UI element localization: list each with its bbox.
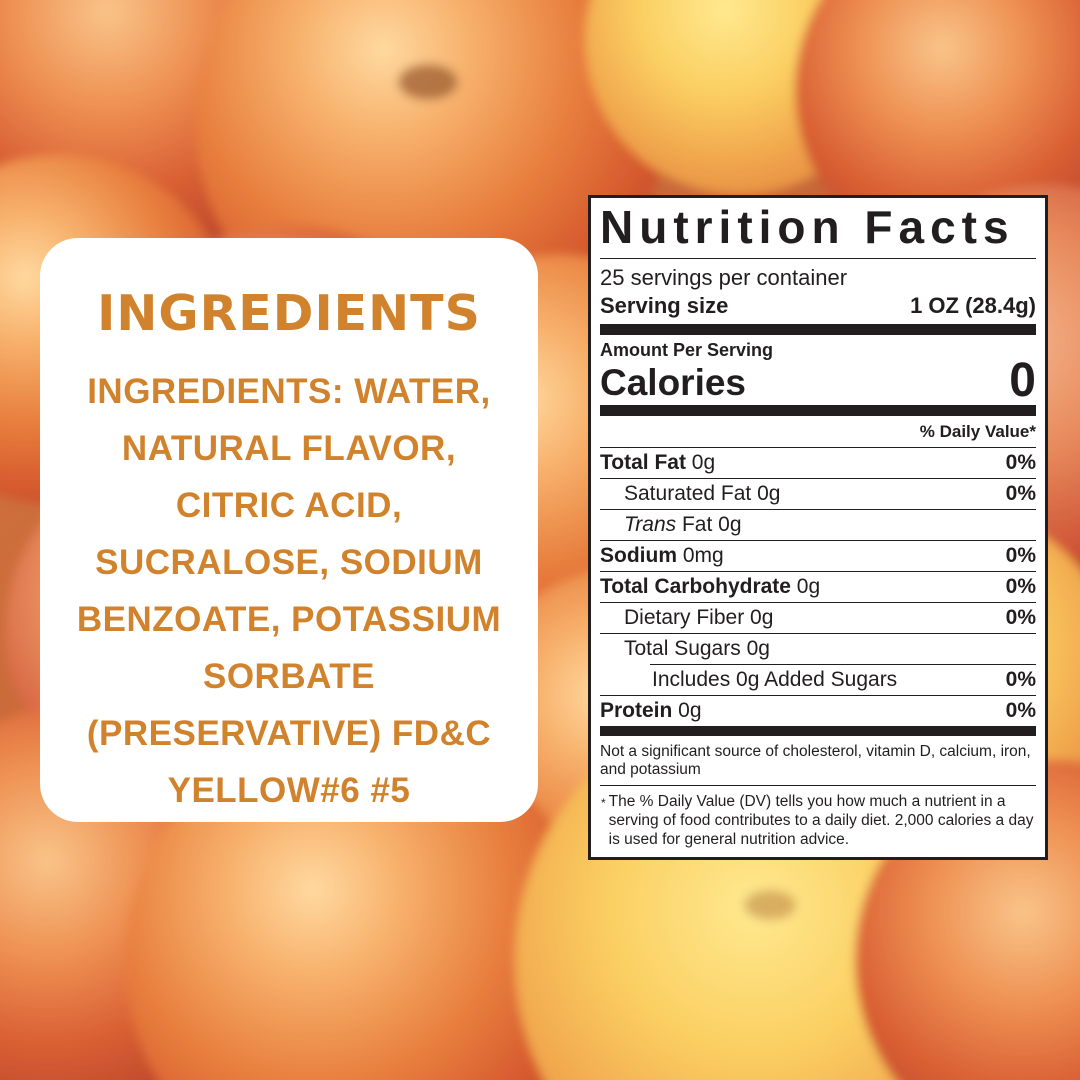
thin-divider — [600, 785, 1036, 787]
nutrition-rows: Total Fat 0g 0% Saturated Fat 0g 0% Trans Fa… — [600, 448, 1036, 726]
row-separator — [600, 633, 1036, 635]
ingredients-line: INGREDIENTS: WATER, — [87, 371, 491, 411]
nutrition-row-total-carbohydrate: Total Carbohydrate 0g 0% — [600, 575, 1036, 599]
ingredients-body: INGREDIENTS: WATER, NATURAL FLAVOR, CITRIC… — [56, 363, 522, 819]
row-separator — [650, 664, 1036, 666]
amount-per-serving-label: Amount Per Serving — [600, 339, 774, 360]
nutrition-row-protein: Protein 0g 0% — [600, 699, 1036, 723]
servings-per-container: 25 servings per container — [600, 264, 848, 290]
row-separator — [600, 478, 1036, 480]
daily-value-footnote: * The % Daily Value (DV) tells you how m… — [600, 786, 1036, 849]
nutrition-row-trans: Trans Fat 0g — [624, 513, 742, 537]
nutrition-facts-label: Nutrition Facts 25 servings per containe… — [588, 195, 1048, 860]
asterisk-marker: * — [601, 796, 606, 811]
row-separator — [600, 571, 1036, 573]
ingredients-line: YELLOW#6 #5 — [167, 770, 411, 810]
nutrition-row-saturated-fat: Saturated Fat 0g 0% — [624, 482, 1036, 506]
thick-divider — [600, 405, 1036, 417]
daily-value-footnote-text: The % Daily Value (DV) tells you how muc… — [608, 793, 1034, 849]
ingredients-card: INGREDIENTS INGREDIENTS: WATER, NATURAL F… — [40, 238, 538, 822]
ingredients-title: INGREDIENTS — [97, 285, 481, 342]
calories-row: Calories 0 — [600, 353, 1036, 407]
nutrition-row-total-fat: Total Fat 0g 0% — [600, 451, 1036, 475]
nutrition-row-sodium: Sodium 0mg 0% — [600, 544, 1036, 568]
ingredients-line: NATURAL FLAVOR, — [121, 428, 457, 468]
thick-divider — [600, 323, 1036, 335]
daily-value-header: % Daily Value* — [600, 416, 1036, 449]
nutrition-row-total-sugars: Total Sugars 0g — [624, 637, 770, 661]
nutrition-row-includes-0g-added-sugars: Includes 0g Added Sugars 0% — [652, 668, 1036, 692]
serving-size-value: 1 OZ (28.4g) — [910, 292, 1036, 318]
calories-value: 0 — [1009, 353, 1036, 407]
ingredients-line: (PRESERVATIVE) FD&C — [86, 713, 492, 753]
ingredients-line: CITRIC ACID, — [175, 485, 403, 525]
ingredients-line: SUCRALOSE, SODIUM — [95, 542, 483, 582]
calories-label: Calories — [600, 361, 747, 403]
ingredients-line: SORBATE — [202, 656, 376, 696]
serving-size-row: Serving size 1 OZ (28.4g) — [600, 291, 1036, 324]
row-separator — [600, 509, 1036, 511]
not-significant-source-note: Not a significant source of cholesterol,… — [600, 743, 1031, 779]
thick-divider — [600, 726, 1036, 737]
row-separator — [600, 695, 1036, 697]
nutrition-row-dietary-fiber: Dietary Fiber 0g 0% — [624, 606, 1036, 630]
serving-size-label: Serving size — [600, 292, 729, 318]
nutrition-facts-title: Nutrition Facts — [600, 202, 1036, 259]
row-separator — [600, 602, 1036, 604]
row-separator — [600, 540, 1036, 542]
ingredients-line: BENZOATE, POTASSIUM — [76, 599, 502, 639]
